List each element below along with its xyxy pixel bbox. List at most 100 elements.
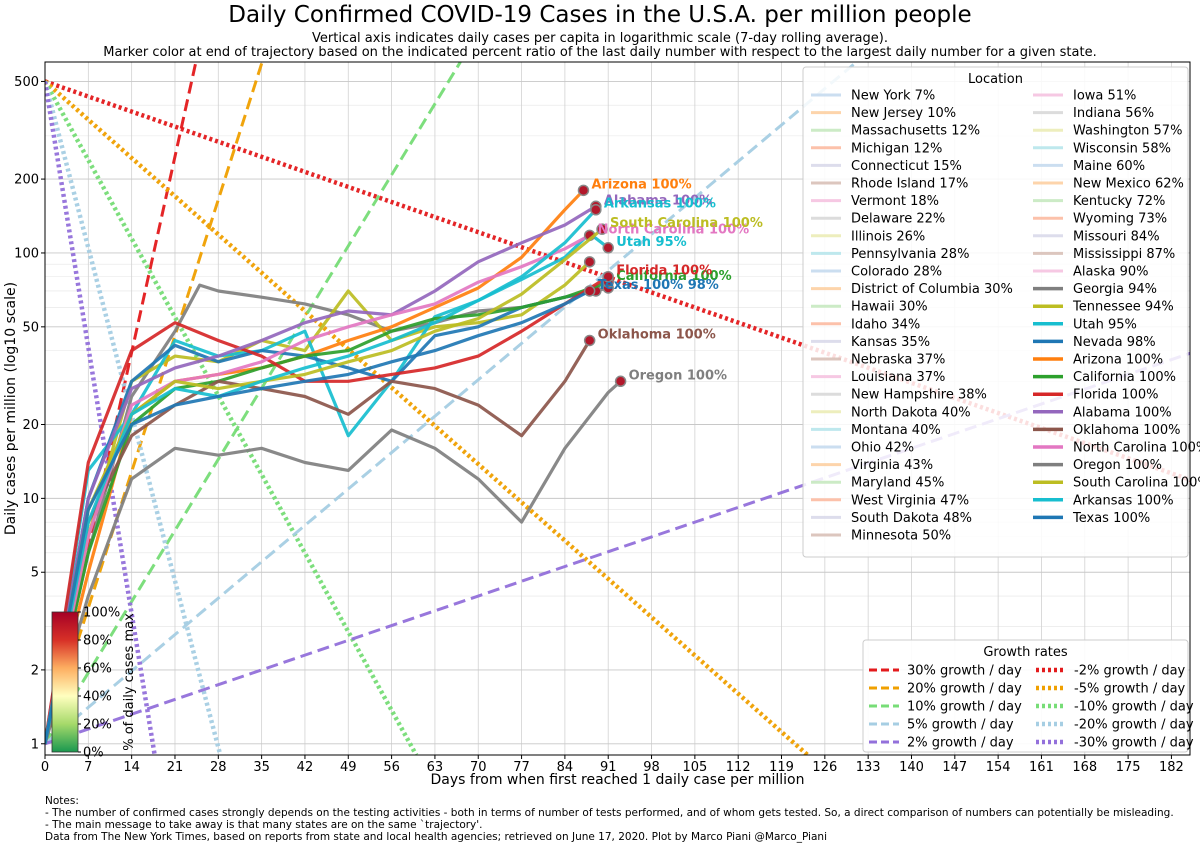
y-tick-label: 1 — [31, 737, 39, 752]
x-tick-label: 70 — [470, 760, 487, 775]
location-legend: Location New York 7% New Jersey 10% Massach… — [802, 66, 1200, 558]
y-tick-label: 5 — [31, 566, 39, 581]
notes-line-1: - The number of confirmed cases strongly… — [45, 807, 1174, 819]
x-tick-label: 28 — [210, 760, 227, 775]
x-tick-label: 182 — [1159, 760, 1184, 775]
location-legend-label: New Jersey 10% — [851, 106, 956, 121]
growth-legend-title: Growth rates — [983, 645, 1068, 660]
y-axis-label: Daily cases per million (log10 scale) — [3, 282, 19, 535]
location-legend-label: South Dakota 48% — [851, 511, 972, 526]
notes-heading: Notes: — [45, 795, 79, 807]
location-legend-label: Virginia 43% — [851, 458, 933, 473]
location-legend-label: New Mexico 62% — [1073, 177, 1184, 192]
x-tick-label: 133 — [856, 760, 881, 775]
location-legend-label: Mississippi 87% — [1073, 247, 1175, 262]
location-legend-label: Vermont 18% — [851, 194, 939, 209]
series-end-label: Oregon 100% — [629, 368, 727, 383]
location-legend-label: Iowa 51% — [1073, 89, 1136, 104]
location-legend-label: Wisconsin 58% — [1073, 141, 1171, 156]
y-tick-label: 200 — [14, 173, 39, 188]
location-legend-label: North Dakota 40% — [851, 405, 971, 420]
x-tick-label: 49 — [340, 760, 357, 775]
location-legend-label: Arizona 100% — [1073, 353, 1163, 368]
x-tick-label: 147 — [942, 760, 967, 775]
growth-legend-box — [862, 639, 1189, 753]
growth-legend-label: -20% growth / day — [1074, 718, 1194, 733]
y-tick-label: 2 — [31, 663, 39, 678]
location-legend-label: Colorado 28% — [851, 265, 942, 280]
location-legend-label: Utah 95% — [1073, 317, 1137, 332]
y-tick-label: 100 — [14, 246, 39, 261]
x-tick-label: 14 — [123, 760, 140, 775]
series-end-marker — [590, 203, 602, 216]
location-legend-title: Location — [968, 72, 1023, 87]
growth-line — [45, 80, 223, 755]
location-legend-label: New Hampshire 38% — [851, 388, 987, 403]
series-end-label: Arizona 100% — [591, 177, 691, 192]
series-end-label: South Carolina 100% — [610, 216, 763, 231]
location-legend-label: Pennsylvania 28% — [851, 247, 969, 262]
location-legend-label: Alabama 100% — [1073, 405, 1172, 420]
y-tick-label: 10 — [22, 492, 39, 507]
x-tick-label: 84 — [557, 760, 574, 775]
x-tick-label: 77 — [513, 760, 530, 775]
series-end-marker — [583, 256, 596, 268]
x-tick-label: 21 — [167, 760, 184, 775]
location-legend-label: Arkansas 100% — [1073, 493, 1174, 508]
series-end-labels: Utah 95% Arizona 100% California 100%Flori… — [591, 177, 762, 383]
location-legend-label: Illinois 26% — [851, 229, 925, 244]
location-legend-label: New York 7% — [851, 89, 935, 104]
series-end-marker — [602, 242, 614, 254]
series-end-label: California 100% — [616, 269, 731, 284]
location-legend-label: Washington 57% — [1073, 124, 1182, 139]
series-line — [45, 208, 597, 745]
x-tick-label: 112 — [726, 760, 751, 775]
growth-legend-label: -5% growth / day — [1074, 682, 1186, 697]
chart-subtitle-2: Marker color at end of trajectory based … — [103, 45, 1097, 60]
axes: 0 7 14 21 28 35 42 49 56 63 70 77 84 91 98 105 112 119 126… — [3, 75, 1184, 788]
series-end-label: Florida 100% — [616, 264, 712, 279]
chart-subtitle-1: Vertical axis indicates daily cases per … — [312, 31, 888, 46]
location-legend-label: Maryland 45% — [851, 476, 944, 491]
series-end-marker — [602, 270, 614, 283]
growth-legend-label: -30% growth / day — [1074, 736, 1194, 751]
series-line — [45, 280, 609, 745]
location-legend-label: Hawaii 30% — [851, 300, 928, 315]
location-legend-box — [802, 66, 1189, 558]
colorbar-gradient — [51, 611, 79, 753]
growth-line — [45, 62, 858, 745]
growth-line — [45, 79, 810, 755]
location-legend-label: Ohio 42% — [851, 441, 914, 456]
location-legend-label: Connecticut 15% — [851, 159, 962, 174]
series-end-marker — [583, 334, 596, 347]
location-legend-label: Indiana 56% — [1073, 106, 1154, 121]
series-end-marker — [583, 285, 596, 297]
colorbar-label: % of daily cases max — [122, 613, 137, 751]
x-tick-label: 161 — [1029, 760, 1054, 775]
location-legend-label: Georgia 94% — [1073, 282, 1157, 297]
location-legend-label: Nevada 98% — [1073, 335, 1156, 350]
series-line — [45, 275, 610, 745]
location-legend-label: Tennessee 94% — [1072, 300, 1174, 315]
y-tick-label: 50 — [22, 320, 39, 335]
location-legend-label: Massachusetts 12% — [851, 124, 980, 139]
location-legend-label: West Virginia 47% — [851, 493, 969, 508]
series-end-marker — [577, 184, 590, 197]
series-line — [45, 289, 591, 745]
location-legend-label: Oklahoma 100% — [1073, 423, 1180, 438]
colorbar: 0% 20% 40% 60% 80% 100%% of daily cases max — [51, 606, 137, 761]
series-end-label: Oklahoma 100% — [598, 327, 716, 342]
x-tick-label: 42 — [297, 760, 314, 775]
location-legend-label: Wyoming 73% — [1073, 212, 1167, 227]
series-line — [45, 233, 591, 745]
y-tick-label: 500 — [14, 75, 39, 90]
state-series — [45, 184, 627, 745]
growth-rate-lines — [45, 62, 1190, 755]
chart-title: Daily Confirmed COVID-19 Cases in the U.… — [228, 2, 972, 28]
location-legend-label: Florida 100% — [1073, 388, 1159, 403]
location-legend-label: Texas 100% — [1072, 511, 1150, 526]
series-end-label: Alabama 100% — [604, 193, 712, 208]
series-end-label: Arkansas 100% — [604, 197, 716, 212]
x-tick-label: 98 — [643, 760, 660, 775]
